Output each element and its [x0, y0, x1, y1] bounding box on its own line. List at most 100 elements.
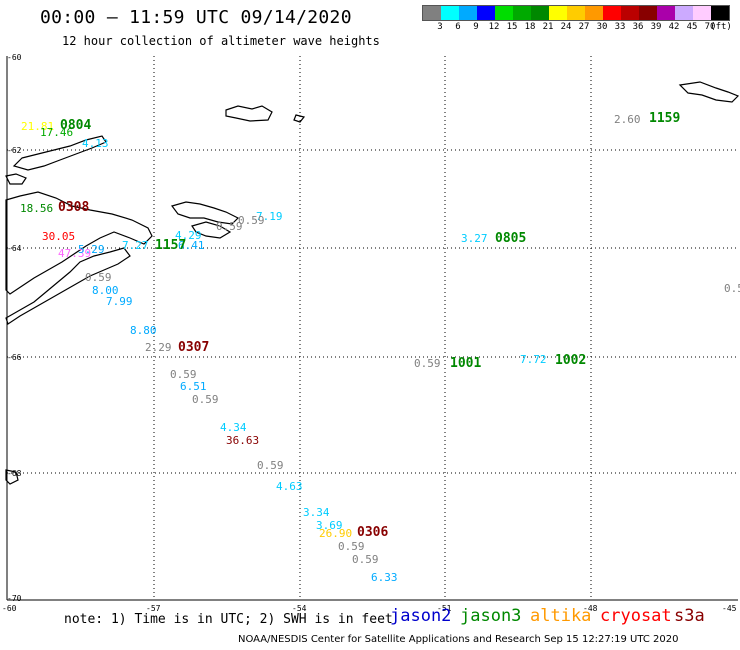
pass-time-label: 1159 [649, 111, 681, 126]
scale-swatch [423, 6, 441, 20]
wave-height-label: 0.59 [257, 459, 284, 472]
scale-swatch [603, 6, 621, 20]
map-title: 00:00 – 11:59 UTC 09/14/2020 [40, 7, 352, 28]
wave-height-label: 0.59 [414, 357, 441, 370]
scale-swatch [441, 6, 459, 20]
scale-swatch [477, 6, 495, 20]
wave-height-label: 2.60 [614, 113, 641, 126]
scale-swatch [513, 6, 531, 20]
wave-height-label: 0.59 [238, 214, 265, 227]
scale-label: 39 [650, 22, 662, 32]
wave-height-label: 8.00 [92, 284, 119, 297]
wave-height-label: 0.59 [170, 368, 197, 381]
lon-label: -57 [146, 604, 161, 613]
scale-label: (ft) [710, 22, 732, 32]
wave-height-label: 3.69 [316, 519, 343, 532]
map-subtitle: 12 hour collection of altimeter wave hei… [62, 34, 380, 48]
lon-label: -45 [722, 604, 737, 613]
legend-jason2: jason2 [390, 606, 452, 626]
wave-height-label: 36.63 [226, 434, 260, 447]
scale-label: 33 [614, 22, 626, 32]
scale-label: 36 [632, 22, 644, 32]
footer-note: note: 1) Time is in UTC; 2) SWH is in fe… [64, 612, 393, 627]
scale-swatch [639, 6, 657, 20]
wave-height-label: 0.5 [724, 282, 740, 295]
legend-altika: altika [530, 606, 592, 626]
lon-label: -51 [437, 604, 452, 613]
pass-time-label: 0804 [60, 118, 92, 133]
wave-height-label: 8.80 [130, 324, 157, 337]
wave-height-label: 0.59 [192, 393, 219, 406]
wave-height-label: 26.90 [319, 527, 353, 540]
wave-height-label: 4.13 [82, 137, 109, 150]
wave-height-label: 17.46 [40, 126, 74, 139]
wave-height-label: 0.59 [338, 540, 365, 553]
scale-label: 18 [524, 22, 536, 32]
scale-label: 24 [560, 22, 572, 32]
pass-time-label: 0307 [178, 340, 210, 355]
credit-line: NOAA/NESDIS Center for Satellite Applica… [238, 634, 679, 645]
legend-s3a: s3a [674, 606, 705, 626]
pass-time-label: 1001 [450, 356, 482, 371]
wave-height-label: 30.05 [42, 230, 76, 243]
scale-label: 30 [596, 22, 608, 32]
scale-label: 70 [704, 22, 716, 32]
pass-time-label: 0805 [495, 231, 527, 246]
pass-time-label: 1157 [155, 238, 187, 253]
scale-label: 42 [668, 22, 680, 32]
lat-label: -70 [7, 594, 22, 603]
wave-height-label: 4.34 [220, 421, 247, 434]
lon-label: -48 [583, 604, 598, 613]
pass-time-label: 0308 [58, 200, 90, 215]
wave-height-label: 0.59 [216, 220, 243, 233]
scale-swatch [495, 6, 513, 20]
scale-swatch [675, 6, 693, 20]
lon-label: -60 [2, 604, 17, 613]
wave-height-label: 7.72 [520, 353, 547, 366]
wave-height-label: 18.56 [20, 202, 54, 215]
lat-label: -66 [7, 353, 22, 362]
scale-swatch [711, 6, 729, 20]
lon-label: -54 [292, 604, 307, 613]
scale-swatch [657, 6, 675, 20]
wave-height-label: 6.51 [180, 380, 207, 393]
wave-height-label: 4.63 [276, 480, 303, 493]
scale-label: 15 [506, 22, 518, 32]
wave-height-color-scale [422, 5, 730, 21]
scale-swatch [693, 6, 711, 20]
wave-height-label: 0.59 [352, 553, 379, 566]
wave-height-label: 47.39 [58, 247, 92, 260]
legend-jason3: jason3 [460, 606, 522, 626]
wave-height-label: 3.27 [461, 232, 488, 245]
scale-swatch [585, 6, 603, 20]
wave-height-label: 21.81 [21, 120, 55, 133]
wave-height-label: 6.33 [371, 571, 398, 584]
wave-height-label: 4.29 [175, 229, 202, 242]
pass-time-label: 0306 [357, 525, 389, 540]
lat-label: -62 [7, 146, 22, 155]
coastline-outlines [5, 81, 740, 485]
wave-height-label: 6.41 [178, 239, 205, 252]
wave-height-label: 7.27 [122, 239, 149, 252]
lat-label: -68 [7, 469, 22, 478]
wave-height-label: 3.34 [303, 506, 330, 519]
color-scale-labels: 3 6 9 12 15 18 21 24 27 30 33 36 39 42 45 70 (ft) [422, 22, 740, 34]
wave-height-label: 7.19 [256, 210, 283, 223]
scale-label: 21 [542, 22, 554, 32]
wave-height-label: 5.29 [78, 243, 105, 256]
scale-label: 9 [473, 22, 479, 32]
scale-swatch [567, 6, 585, 20]
scale-label: 6 [455, 22, 461, 32]
lat-label: -64 [7, 244, 22, 253]
scale-swatch [459, 6, 477, 20]
legend-cryosat: cryosat [600, 606, 672, 626]
scale-label: 3 [437, 22, 443, 32]
scale-swatch [531, 6, 549, 20]
scale-swatch [549, 6, 567, 20]
lat-label: -60 [7, 53, 22, 62]
scale-label: 27 [578, 22, 590, 32]
wave-height-label: 2.29 [145, 341, 172, 354]
pass-time-label: 1002 [555, 353, 587, 368]
